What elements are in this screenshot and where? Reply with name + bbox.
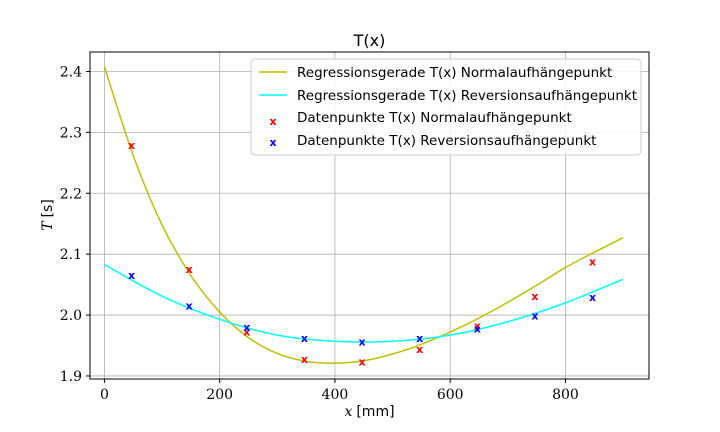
data-point: x	[474, 323, 481, 336]
legend-label-points-reversion: Datenpunkte T(x) Reversionsaufhängepunkt	[297, 133, 596, 149]
data-point: x	[416, 343, 423, 356]
data-point: x	[301, 332, 308, 345]
series-lines	[103, 66, 624, 364]
legend-label-points-normal: Datenpunkte T(x) Normalaufhängepunkt	[297, 110, 572, 126]
y-tick-label: 2.3	[60, 125, 82, 141]
x-tick-label: 600	[437, 387, 464, 403]
legend-label-line-reversion: Regressionsgerade T(x) Reversionsaufhäng…	[297, 88, 637, 104]
y-tick-label: 2.0	[60, 308, 82, 324]
y-tick-label: 1.9	[60, 369, 82, 385]
legend-box	[250, 58, 642, 156]
axis-ticks: 0 200 400 600 800 1.9 2.0 2.1 2.2 2.3 2.4	[60, 64, 579, 403]
y-tick-label: 2.1	[60, 247, 82, 263]
y-axis-unit: [s]	[40, 199, 56, 217]
x-axis-label: x [mm]	[344, 404, 394, 420]
x-axis-var: x	[344, 404, 352, 420]
legend-marker-normal-swatch: x	[269, 115, 276, 128]
legend: Regressionsgerade T(x) Normalaufhängepun…	[250, 58, 642, 156]
chart-title: T(x)	[353, 31, 386, 50]
x-axis-unit: [mm]	[356, 404, 394, 420]
data-point: x	[531, 309, 538, 322]
legend-label-line-normal: Regressionsgerade T(x) Normalaufhängepun…	[297, 65, 612, 81]
data-point: x	[531, 290, 538, 303]
y-tick-label: 2.4	[60, 64, 82, 80]
data-point: x	[589, 256, 596, 269]
x-tick-label: 0	[100, 387, 109, 403]
x-tick-label: 400	[322, 387, 349, 403]
series-line-0	[103, 66, 624, 364]
data-point: x	[589, 291, 596, 304]
y-tick-label: 2.2	[60, 186, 82, 202]
data-point: x	[243, 326, 250, 339]
data-point: x	[474, 320, 481, 333]
data-point: x	[128, 139, 135, 152]
series-line-1	[104, 263, 624, 343]
plot-frame	[89, 51, 650, 380]
data-point: x	[186, 263, 193, 276]
x-tick-label: 200	[206, 387, 233, 403]
y-axis-var: T	[40, 220, 56, 231]
legend-marker-reversion-swatch: x	[269, 136, 276, 149]
data-point: x	[128, 269, 135, 282]
data-point: x	[416, 332, 423, 345]
data-point: x	[301, 353, 308, 366]
x-tick-label: 800	[552, 387, 579, 403]
data-point: x	[358, 335, 365, 348]
data-point: x	[358, 356, 365, 369]
data-point: x	[186, 300, 193, 313]
y-axis-label: T [s]	[40, 199, 56, 231]
data-point: x	[243, 321, 250, 334]
